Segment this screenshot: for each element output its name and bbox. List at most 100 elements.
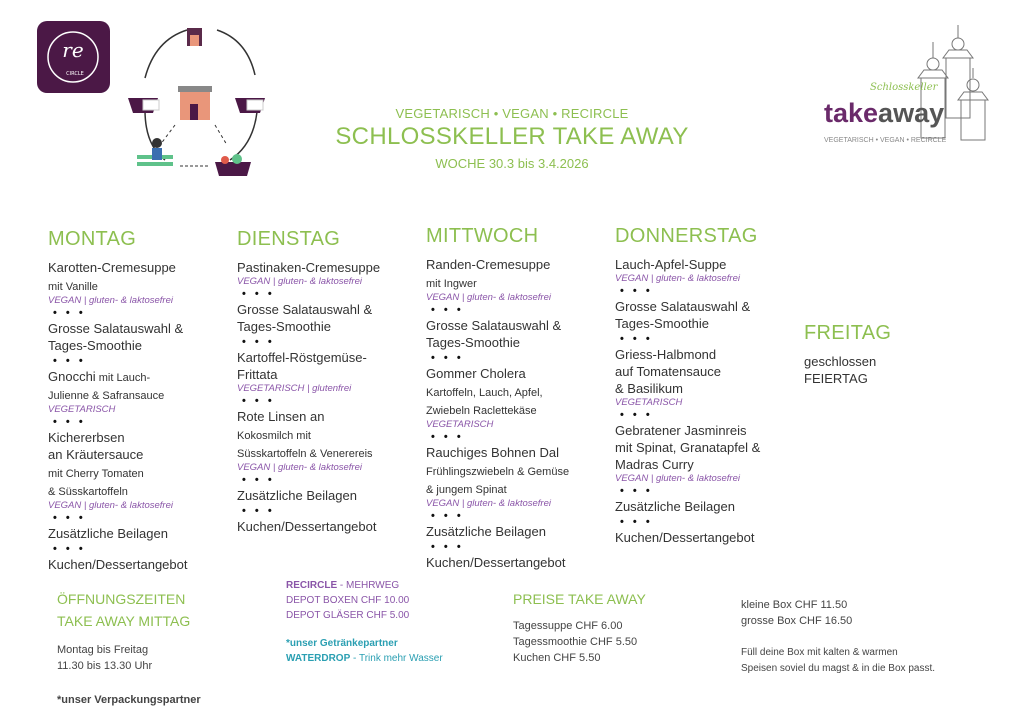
- menu-item-title: Grosse Salatauswahl & Tages-Smoothie: [615, 299, 751, 331]
- menu-item: Pastinaken-Cremesuppe VEGAN | gluten- & l…: [237, 259, 417, 287]
- diet-tag: VEGAN | gluten- & laktosefrei: [237, 462, 362, 473]
- menu-item-title: Randen-Cremesuppe: [426, 257, 551, 272]
- holiday-text: FEIERTAG: [804, 371, 868, 386]
- day-column-mittwoch: MITTWOCH Randen-Cremesuppe mit Ingwer VEGA…: [426, 225, 606, 571]
- menu-item: Grosse Salatauswahl & Tages-Smoothie: [48, 320, 228, 354]
- separator-dots: • • •: [242, 288, 275, 300]
- menu-item-detail: mit Ingwer: [426, 278, 477, 290]
- menu-item-detail: mit Lauch- Julienne & Safransauce: [48, 372, 165, 402]
- menu-item-title: Zusätzliche Beilagen: [615, 499, 735, 514]
- separator-dots: • • •: [242, 505, 275, 517]
- diet-tag: VEGAN | gluten- & laktosefrei: [48, 295, 173, 306]
- price-smoothie: Tagessmoothie CHF 5.50: [513, 636, 638, 648]
- day-column-freitag: FREITAG geschlossen FEIERTAG: [804, 322, 984, 387]
- menu-item-detail: Kartoffeln, Lauch, Apfel, Zwiebeln Racle…: [426, 387, 543, 417]
- menu-item: Grosse Salatauswahl & Tages-Smoothie: [237, 301, 417, 335]
- separator-dots: • • •: [620, 409, 653, 421]
- menu-item-title: Kichererbsen an Kräutersauce: [48, 430, 144, 462]
- menu-item-title: Zusätzliche Beilagen: [426, 524, 546, 539]
- separator-dots: • • •: [620, 485, 653, 497]
- diet-tag: VEGAN | gluten- & laktosefrei: [48, 500, 173, 511]
- schlosskeller-takeaway-logo: Schlosskeller takeaway VEGETARISCH • VEG…: [818, 20, 998, 145]
- day-column-donnerstag: DONNERSTAG Lauch-Apfel-Suppe VEGAN | glute…: [615, 225, 795, 546]
- svg-text:VEGETARISCH • VEGAN • RECIRCLE: VEGETARISCH • VEGAN • RECIRCLE: [824, 137, 947, 144]
- menu-item-detail: mit Vanille: [48, 281, 98, 293]
- separator-dots: • • •: [431, 352, 464, 364]
- page-header: VEGETARISCH • VEGAN • RECIRCLE SCHLOSSKE…: [300, 106, 724, 171]
- menu-item: Zusätzliche Beilagen: [48, 525, 228, 542]
- closed-text: geschlossen: [804, 354, 877, 369]
- header-subtitle: VEGETARISCH • VEGAN • RECIRCLE: [395, 106, 629, 121]
- separator-dots: • • •: [53, 307, 86, 319]
- menu-item-title: Griess-Halbmond auf Tomatensauce & Basil…: [615, 347, 721, 396]
- svg-text:Schlosskeller: Schlosskeller: [870, 82, 939, 93]
- prices-heading: PREISE TAKE AWAY: [513, 591, 646, 607]
- menu-item: Kuchen/Dessertangebot: [48, 556, 228, 573]
- waterdrop-text: - Trink mehr Wasser: [350, 653, 443, 664]
- separator-dots: • • •: [431, 431, 464, 443]
- menu-item-title: Kuchen/Dessertangebot: [426, 555, 566, 570]
- separator-dots: • • •: [620, 285, 653, 297]
- packaging-partner: *unser Verpackungspartner: [57, 694, 201, 706]
- separator-dots: • • •: [53, 512, 86, 524]
- menu-item-title: Kuchen/Dessertangebot: [615, 530, 755, 545]
- box-note-2: Speisen soviel du magst & in die Box pas…: [741, 663, 935, 674]
- recircle-brand: RECIRCLE: [286, 580, 338, 591]
- menu-item-detail: mit Cherry Tomaten & Süsskartoffeln: [48, 468, 144, 498]
- menu-item: Karotten-Cremesuppe mit Vanille VEGAN | g…: [48, 259, 228, 306]
- svg-text:CIRCLE: CIRCLE: [66, 71, 84, 77]
- day-heading: MITTWOCH: [426, 225, 539, 247]
- page-title: SCHLOSSKELLER TAKE AWAY: [335, 123, 689, 150]
- menu-item-title: Zusätzliche Beilagen: [237, 488, 357, 503]
- menu-item: Kartoffel-Röstgemüse- Frittata VEGETARISC…: [237, 349, 417, 394]
- svg-text:takeaway: takeaway: [824, 98, 944, 128]
- svg-text:re: re: [62, 38, 83, 62]
- menu-item: Lauch-Apfel-Suppe VEGAN | gluten- & lakto…: [615, 256, 795, 284]
- menu-item: Zusätzliche Beilagen: [237, 487, 417, 504]
- box-note-1: Füll deine Box mit kalten & warmen: [741, 647, 898, 658]
- menu-item-title: Kartoffel-Röstgemüse- Frittata: [237, 350, 367, 382]
- menu-item: Gommer Cholera Kartoffeln, Lauch, Apfel,…: [426, 365, 606, 430]
- opening-hours: ÖFFNUNGSZEITEN TAKE AWAY MITTAG Montag b…: [57, 588, 201, 708]
- menu-item-title: Rote Linsen an: [237, 409, 325, 424]
- recircle-cycle-illustration: [125, 20, 275, 185]
- menu-item-title: Gebratener Jasminreis mit Spinat, Granat…: [615, 423, 761, 472]
- separator-dots: • • •: [431, 541, 464, 553]
- drink-partner: *unser Getränkepartner: [286, 638, 398, 649]
- separator-dots: • • •: [431, 510, 464, 522]
- menu-item-title: Grosse Salatauswahl & Tages-Smoothie: [48, 321, 184, 353]
- diet-tag: VEGETARISCH | glutenfrei: [237, 383, 352, 394]
- diet-tag: VEGETARISCH: [426, 419, 494, 430]
- price-cake: Kuchen CHF 5.50: [513, 652, 601, 664]
- menu-item: Kichererbsen an Kräutersauce mit Cherry …: [48, 429, 228, 511]
- day-heading: DONNERSTAG: [615, 225, 758, 247]
- menu-item-title: Grosse Salatauswahl & Tages-Smoothie: [426, 318, 562, 350]
- price-small-box: kleine Box CHF 11.50: [741, 599, 848, 611]
- recircle-label: - MEHRWEG: [337, 580, 400, 591]
- menu-item-title: Gommer Cholera: [426, 366, 526, 381]
- depot-boxes: DEPOT BOXEN CHF 10.00: [286, 595, 410, 606]
- week-range: WOCHE 30.3 bis 3.4.2026: [435, 156, 589, 171]
- menu-item-title: Lauch-Apfel-Suppe: [615, 257, 727, 272]
- separator-dots: • • •: [431, 304, 464, 316]
- hours-subheading: TAKE AWAY MITTAG: [57, 613, 191, 629]
- recircle-logo: re CIRCLE: [37, 21, 110, 93]
- separator-dots: • • •: [53, 416, 86, 428]
- menu-item-detail: Kokosmilch mit Süsskartoffeln & Venerere…: [237, 430, 373, 460]
- separator-dots: • • •: [242, 474, 275, 486]
- diet-tag: VEGAN | gluten- & laktosefrei: [426, 292, 551, 303]
- diet-tag: VEGETARISCH: [48, 404, 116, 415]
- waterdrop-brand: WATERDROP: [286, 653, 351, 664]
- separator-dots: • • •: [53, 543, 86, 555]
- menu-item: Kuchen/Dessertangebot: [615, 529, 795, 546]
- day-column-dienstag: DIENSTAG Pastinaken-Cremesuppe VEGAN | glu…: [237, 228, 417, 535]
- menu-item: Rauchiges Bohnen Dal Frühlingszwiebeln &…: [426, 444, 606, 509]
- day-heading: DIENSTAG: [237, 228, 341, 250]
- menu-item-title: Grosse Salatauswahl & Tages-Smoothie: [237, 302, 373, 334]
- price-soup: Tagessuppe CHF 6.00: [513, 620, 623, 632]
- recircle-info: RECIRCLE - MEHRWEG DEPOT BOXEN CHF 10.00…: [286, 578, 443, 666]
- separator-dots: • • •: [620, 333, 653, 345]
- menu-item-title: Rauchiges Bohnen Dal: [426, 445, 559, 460]
- menu-item-title: Pastinaken-Cremesuppe: [237, 260, 381, 275]
- menu-item: Griess-Halbmond auf Tomatensauce & Basil…: [615, 346, 795, 408]
